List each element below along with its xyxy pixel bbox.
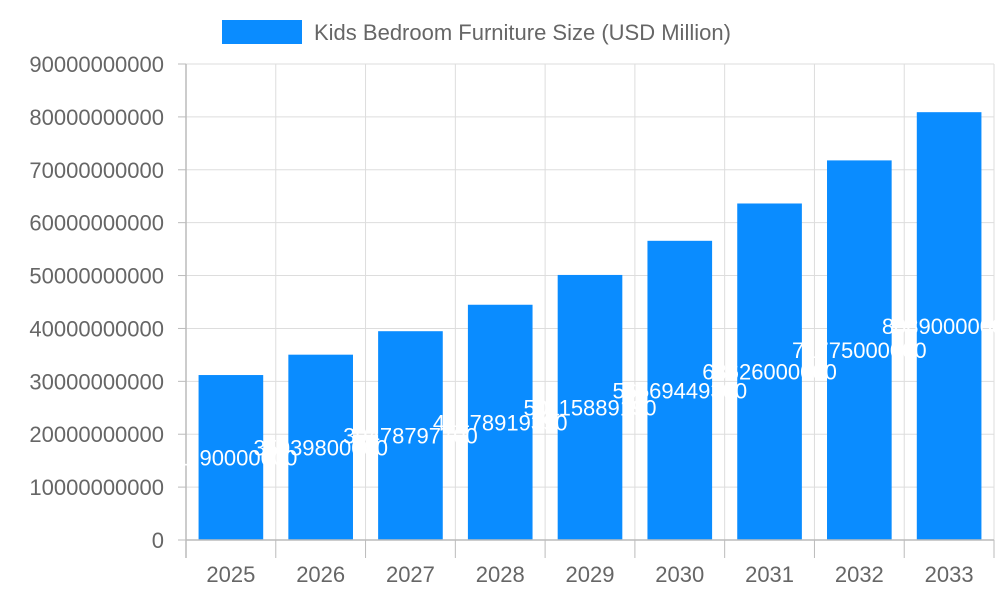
data-label: 35039800000 xyxy=(253,435,388,460)
bar[interactable] xyxy=(557,274,623,540)
legend-label: Kids Bedroom Furniture Size (USD Million… xyxy=(314,20,731,45)
data-label: 44478919390 xyxy=(433,410,568,435)
y-tick-label: 20000000000 xyxy=(29,422,164,447)
data-label: 31190000000 xyxy=(164,446,297,471)
data-label: 80890000000 xyxy=(882,314,1000,339)
bar[interactable] xyxy=(737,203,802,541)
y-tick-label: 60000000000 xyxy=(29,211,164,236)
data-label: 56569449300 xyxy=(612,378,747,403)
data-label: 71775000000 xyxy=(792,338,927,363)
bar[interactable] xyxy=(916,112,982,541)
bar[interactable] xyxy=(378,331,443,540)
bars xyxy=(198,112,982,541)
data-label: 63626000000 xyxy=(702,360,837,385)
y-tick-label: 30000000000 xyxy=(29,369,164,394)
x-tick-label: 2033 xyxy=(925,562,974,587)
y-tick-label: 10000000000 xyxy=(29,475,164,500)
axes: 0 10000000000 20000000000 30000000000 400000… xyxy=(29,52,995,587)
x-tick-label: 2032 xyxy=(835,562,884,587)
y-tick-label: 70000000000 xyxy=(29,158,164,183)
bar[interactable] xyxy=(827,160,892,540)
bar[interactable] xyxy=(467,304,533,540)
legend[interactable]: Kids Bedroom Furniture Size (USD Million… xyxy=(222,20,731,45)
x-tick-label: 2028 xyxy=(476,562,525,587)
y-tick-label: 40000000000 xyxy=(29,316,164,341)
legend-swatch xyxy=(222,20,302,44)
y-tick-label: 80000000000 xyxy=(29,105,164,130)
x-tick-label: 2026 xyxy=(296,562,345,587)
x-tick-label: 2029 xyxy=(566,562,615,587)
x-tick-label: 2031 xyxy=(745,562,794,587)
data-label: 50115889190 xyxy=(524,395,657,420)
bar[interactable] xyxy=(198,375,264,540)
bar[interactable] xyxy=(647,240,713,540)
x-tick-label: 2025 xyxy=(206,562,255,587)
data-labels: 3119000000035039800000394787977004447891… xyxy=(164,314,1000,470)
y-tick-label: 90000000000 xyxy=(29,52,164,77)
x-tick-label: 2027 xyxy=(386,562,435,587)
y-tick-label: 50000000000 xyxy=(29,264,164,289)
y-tick-label: 0 xyxy=(152,528,164,553)
bar[interactable] xyxy=(288,354,353,540)
x-tick-label: 2030 xyxy=(655,562,704,587)
data-label: 39478797700 xyxy=(343,424,478,449)
